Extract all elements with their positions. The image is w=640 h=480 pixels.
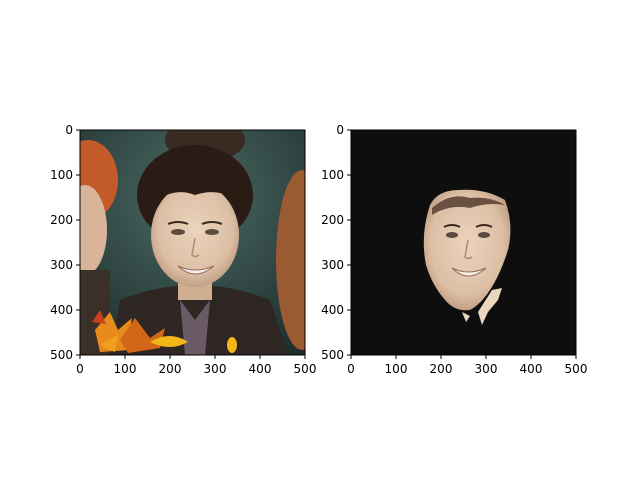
left-x-tick-label: 400 <box>249 362 272 376</box>
right-x-tick-label: 100 <box>385 362 408 376</box>
left-x-tick-label: 100 <box>114 362 137 376</box>
right-x-tick-label: 500 <box>565 362 588 376</box>
left-y-tick-label: 500 <box>50 348 73 362</box>
right-y-tick-label: 0 <box>336 123 344 137</box>
left-axes-frame <box>79 129 306 356</box>
right-y-tick-label: 200 <box>321 213 344 227</box>
right-y-tick-label: 100 <box>321 168 344 182</box>
right-y-tick-label: 400 <box>321 303 344 317</box>
left-y-tick-label: 400 <box>50 303 73 317</box>
left-x-tick-label: 300 <box>204 362 227 376</box>
right-x-tick-label: 400 <box>520 362 543 376</box>
right-y-tick-label: 500 <box>321 348 344 362</box>
original-photo <box>80 130 305 355</box>
left-x-tick-label: 200 <box>159 362 182 376</box>
left-y-tick-label: 0 <box>65 123 73 137</box>
left-x-tick-label: 0 <box>76 362 84 376</box>
right-x-tick-label: 200 <box>430 362 453 376</box>
right-y-tick-label: 300 <box>321 258 344 272</box>
right-x-tick-label: 300 <box>475 362 498 376</box>
left-y-tick-label: 100 <box>50 168 73 182</box>
masked-face-image <box>351 130 576 355</box>
autumn-leaves <box>92 310 237 353</box>
left-y-tick-label: 200 <box>50 213 73 227</box>
left-y-tick-label: 300 <box>50 258 73 272</box>
right-axes-frame <box>350 129 577 356</box>
left-x-tick-label: 500 <box>294 362 317 376</box>
right-x-tick-label: 0 <box>347 362 355 376</box>
